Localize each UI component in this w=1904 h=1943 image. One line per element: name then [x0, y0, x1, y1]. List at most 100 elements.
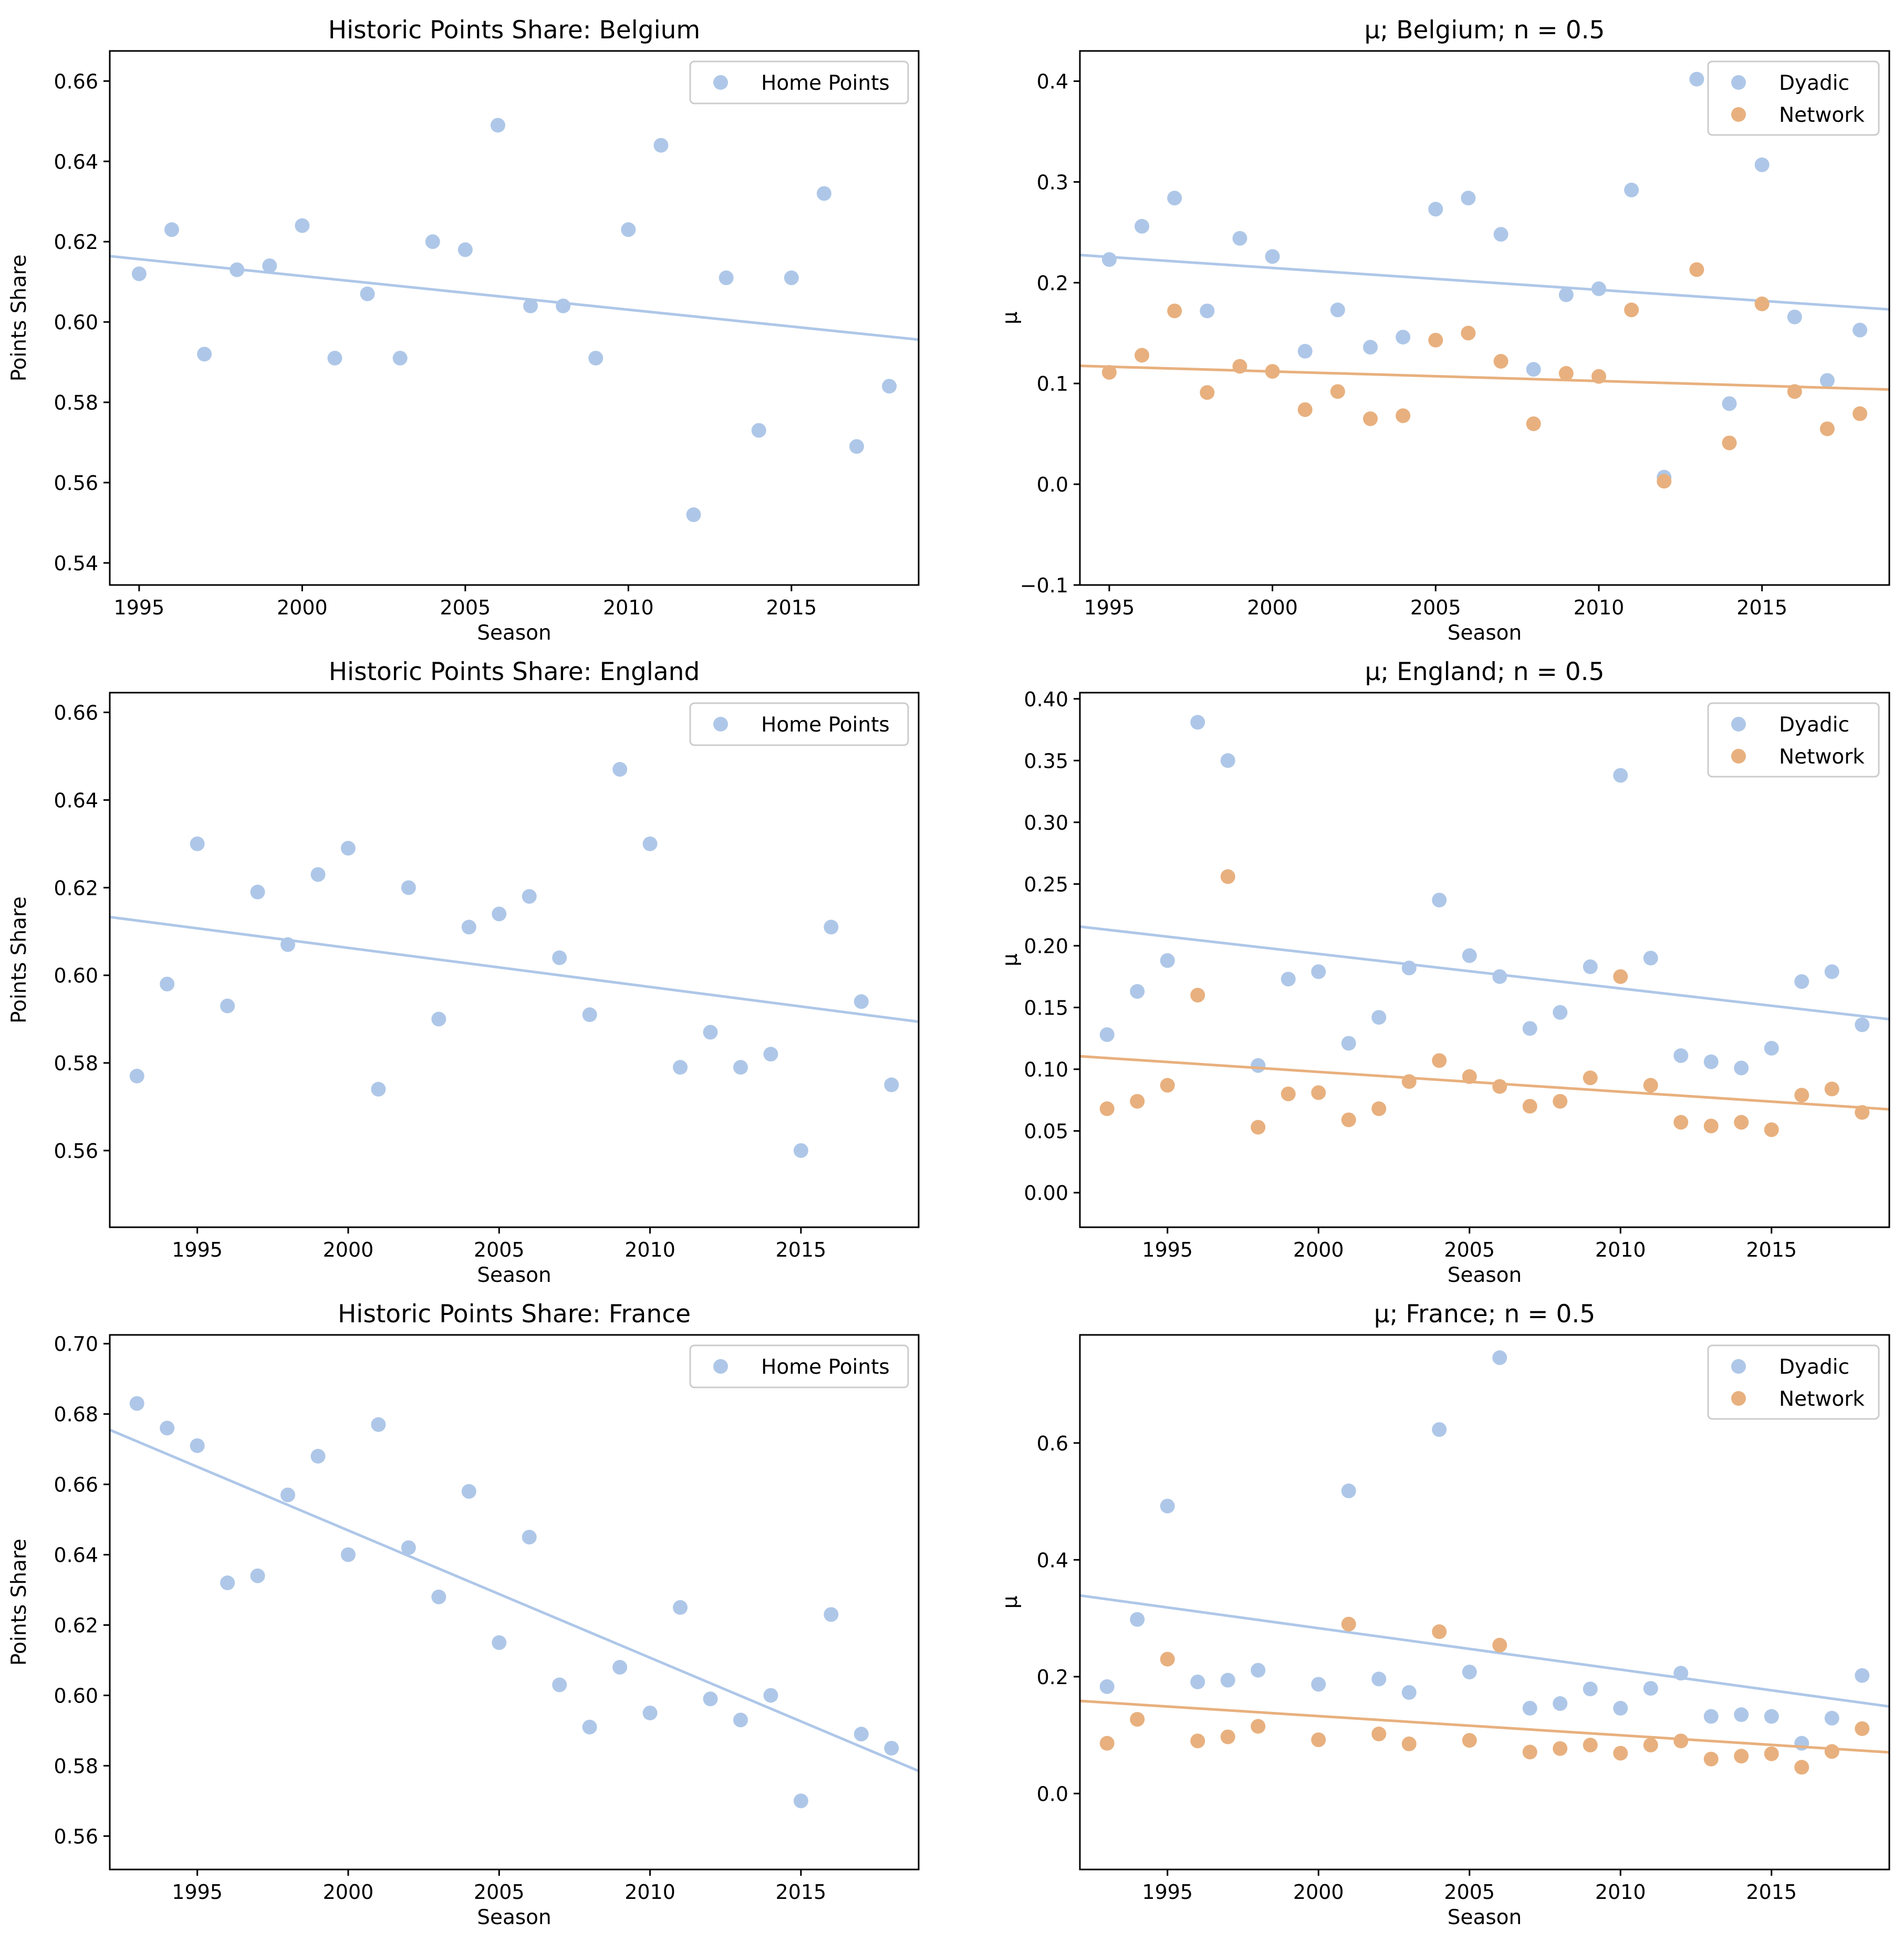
data-point: [1613, 969, 1628, 984]
data-point: [1251, 1719, 1266, 1734]
data-point: [552, 1677, 567, 1693]
data-point: [1311, 1677, 1326, 1692]
y-tick-label: 0.58: [54, 1052, 98, 1075]
data-point: [1330, 302, 1345, 318]
series-dyadic: [1099, 715, 1870, 1075]
legend-box: [1707, 60, 1880, 136]
x-tick-label: 2005: [474, 1238, 525, 1261]
legend-marker: [1731, 1391, 1746, 1406]
data-point: [1492, 1350, 1507, 1365]
data-point: [461, 1484, 476, 1499]
data-point: [1190, 1733, 1205, 1749]
data-point: [1428, 202, 1443, 217]
y-axis-label: μ: [998, 311, 1022, 325]
chart-title: Historic Points Share: France: [338, 1300, 691, 1329]
data-point: [340, 841, 356, 856]
data-point: [1643, 1738, 1658, 1753]
data-point: [1673, 1733, 1689, 1749]
data-point: [884, 1740, 899, 1756]
y-tick-label: 0.64: [54, 150, 98, 173]
y-tick-label: 0.35: [1024, 749, 1068, 772]
x-tick-label: 2005: [1410, 596, 1461, 619]
data-point: [1200, 385, 1215, 400]
data-point: [1341, 1036, 1356, 1051]
y-tick-label: 0.68: [54, 1403, 98, 1426]
data-point: [1558, 366, 1574, 381]
legend-box: [1707, 702, 1880, 778]
y-tick-label: 0.66: [54, 1474, 98, 1497]
data-point: [1734, 1060, 1749, 1075]
data-point: [1673, 1048, 1689, 1063]
data-point: [1099, 1736, 1115, 1751]
data-point: [1461, 326, 1476, 341]
data-point: [1522, 1700, 1537, 1716]
legend: Home Points: [689, 702, 909, 746]
legend-marker: [1731, 107, 1746, 122]
data-point: [882, 379, 897, 394]
chart-title: μ; England; n = 0.5: [1365, 657, 1604, 686]
data-point: [793, 1793, 808, 1809]
data-point: [1754, 157, 1770, 172]
data-point: [793, 1143, 808, 1158]
data-point: [1734, 1115, 1749, 1130]
data-point: [523, 298, 538, 314]
data-point: [220, 998, 235, 1014]
data-point: [1200, 304, 1215, 319]
data-point: [1553, 1741, 1568, 1756]
data-point: [1613, 1746, 1628, 1761]
y-axis-label: μ: [998, 1596, 1022, 1609]
data-point: [733, 1060, 748, 1075]
y-axis-label: Points Share: [7, 896, 31, 1023]
data-point: [1558, 287, 1574, 302]
data-point: [1190, 988, 1205, 1003]
data-point: [1689, 71, 1704, 87]
x-tick-label: 1995: [1084, 596, 1135, 619]
data-point: [327, 350, 342, 365]
data-point: [1853, 406, 1868, 421]
data-point: [1492, 1637, 1507, 1653]
data-point: [1522, 1021, 1537, 1036]
y-tick-label: 0.3: [1037, 171, 1068, 194]
data-point: [1855, 1668, 1870, 1683]
legend-box: [1707, 1344, 1880, 1420]
data-point: [250, 1568, 265, 1583]
data-point: [1341, 1484, 1356, 1499]
data-point: [1251, 1663, 1266, 1678]
data-point: [250, 884, 265, 900]
legend: Home Points: [689, 60, 909, 105]
chart-title: Historic Points Share: England: [329, 657, 700, 686]
trend-line: [1079, 364, 1890, 391]
x-tick-label: 2005: [474, 1881, 525, 1904]
data-point: [1130, 984, 1145, 999]
y-tick-label: 0.4: [1037, 70, 1068, 93]
legend-label: Home Points: [761, 713, 890, 737]
data-point: [340, 1547, 356, 1562]
legend-marker: [1731, 749, 1746, 764]
data-point: [1522, 1099, 1537, 1114]
y-axis-label: Points Share: [7, 1539, 31, 1666]
x-tick-label: 2010: [625, 1881, 675, 1904]
x-axis-label: Season: [477, 1263, 552, 1287]
subplot-2: 1995 2000 2005 2010 2015 −0.1 0.0 0.1 0.2 0.3 0.4 μ…: [998, 16, 1890, 645]
y-tick-label: 0.66: [54, 70, 98, 93]
data-point: [1703, 1119, 1719, 1134]
y-tick-label: 0.0: [1037, 1782, 1068, 1805]
x-tick-label: 2000: [1293, 1881, 1344, 1904]
x-tick-label: 2015: [1736, 596, 1787, 619]
data-point: [1130, 1094, 1145, 1109]
data-point: [1722, 396, 1737, 411]
legend-label: Network: [1779, 1387, 1865, 1411]
data-point: [1657, 474, 1672, 489]
y-tick-label: 0.60: [54, 311, 98, 334]
data-point: [1613, 1700, 1628, 1716]
data-point: [1160, 1078, 1175, 1093]
data-point: [310, 1449, 326, 1464]
data-point: [1220, 869, 1235, 884]
x-tick-label: 2010: [625, 1238, 675, 1261]
x-tick-label: 2015: [1746, 1881, 1797, 1904]
y-tick-label: 0.10: [1024, 1058, 1068, 1081]
data-point: [816, 186, 831, 201]
data-point: [1371, 1726, 1387, 1741]
y-tick-label: 0.30: [1024, 811, 1068, 834]
x-tick-label: 2005: [440, 596, 491, 619]
